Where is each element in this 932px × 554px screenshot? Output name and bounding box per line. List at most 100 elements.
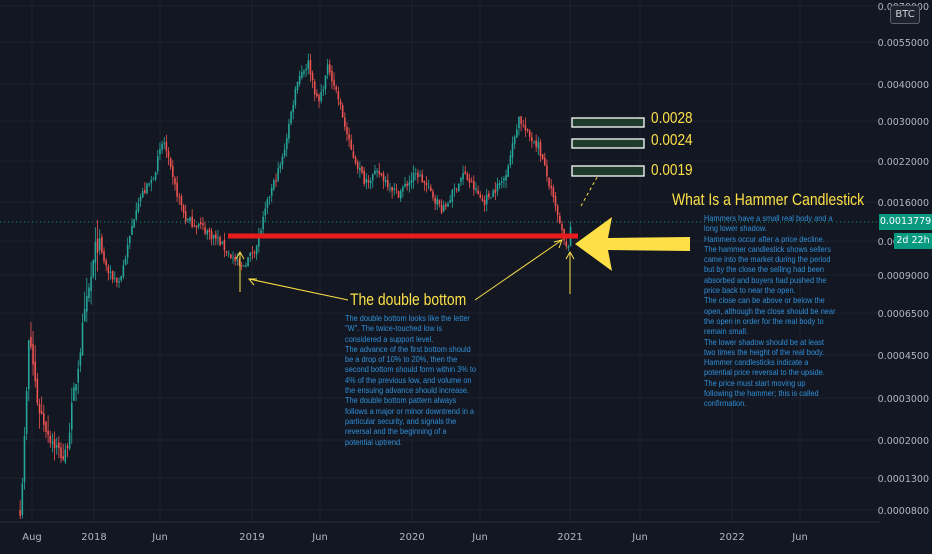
candle-body (30, 336, 32, 348)
candle-body (391, 186, 393, 192)
candle-body (68, 432, 71, 449)
candle-body (176, 182, 178, 197)
y-tick-label: 0.0003000 (878, 394, 929, 405)
candle-body (79, 352, 82, 366)
candle-body (399, 190, 402, 200)
candle-body (479, 194, 482, 198)
candle-body (406, 183, 408, 186)
candle-body (141, 191, 144, 198)
candle-body (503, 178, 505, 181)
candle-body (528, 130, 531, 137)
candle-body (131, 225, 133, 235)
candle-body (227, 252, 230, 254)
candle-body (27, 340, 30, 390)
candle-body (303, 70, 305, 74)
drawings (228, 117, 690, 301)
candle-body (397, 191, 400, 198)
candle-body (440, 204, 443, 213)
candle-body (500, 181, 503, 184)
candle-body (462, 173, 464, 180)
candle-body (268, 196, 271, 198)
candle-body (296, 81, 299, 91)
candle-body (122, 265, 125, 277)
candle-body (38, 403, 41, 413)
candle-body (273, 180, 275, 190)
candle-body (51, 441, 54, 444)
candle-body (49, 435, 52, 443)
candle-body (427, 185, 430, 187)
candle-body (258, 234, 260, 247)
candle-body (554, 196, 557, 206)
candle-body (208, 229, 211, 233)
candle-body (380, 173, 383, 176)
candle-body (204, 226, 206, 234)
candle-body (96, 238, 99, 253)
y-tick-label: 0.0016000 (878, 198, 929, 209)
candle-body (526, 128, 529, 131)
candle-body (494, 189, 497, 193)
candle-body (40, 411, 43, 414)
candle-body (277, 168, 279, 181)
candle-body (107, 266, 110, 274)
candle-body (305, 68, 307, 71)
candle-body (419, 175, 421, 177)
candle-body (421, 174, 424, 183)
candle-body (324, 75, 327, 90)
candle-body (75, 384, 77, 391)
candle-body (307, 60, 310, 69)
candle-body (253, 251, 256, 253)
candle-body (301, 72, 303, 78)
candle-body (92, 260, 95, 277)
double-bottom-text: The double bottom looks like the letter … (345, 313, 477, 447)
candle-body (206, 230, 209, 235)
candle-body (470, 181, 473, 183)
candle-body (236, 259, 239, 261)
candle-body (197, 223, 200, 227)
candle-body (180, 196, 183, 206)
candle-body (187, 219, 189, 221)
x-tick-label: Jun (631, 532, 648, 543)
candle-body (369, 180, 372, 184)
candle-body (414, 172, 417, 174)
candle-body (193, 225, 196, 226)
x-tick-label: Jun (311, 532, 328, 543)
y-tick-label: 0.0009000 (878, 271, 929, 282)
candle-body (490, 197, 492, 199)
candle-body (333, 80, 335, 86)
candle-body (341, 105, 344, 118)
candle-body (238, 258, 241, 266)
candle-body (292, 104, 295, 113)
candle-body (182, 205, 185, 214)
time-axis[interactable]: Aug 2018 Jun 2019 Jun 2020 Jun 2021 Jun 2022 Jun (0, 521, 880, 543)
candle-body (402, 187, 404, 192)
candle-body (234, 256, 236, 262)
candle-body (113, 278, 116, 279)
y-tick-label: 0.0006500 (878, 309, 929, 320)
candle-body (120, 276, 123, 281)
candle-body (445, 204, 447, 207)
candle-body (103, 251, 105, 262)
candle-body (389, 188, 391, 189)
candle-body (466, 173, 469, 180)
candle-body (242, 265, 245, 267)
candle-body (137, 203, 140, 212)
target-box-3 (571, 165, 645, 177)
candle-body (449, 200, 451, 203)
candle-body (498, 183, 501, 186)
x-tick-label: 2018 (81, 532, 106, 543)
candle-body (101, 237, 103, 253)
candle-body (290, 111, 292, 124)
symbol-badge[interactable]: BTC (890, 5, 920, 24)
candle-body (55, 445, 58, 448)
candle-body (505, 175, 507, 181)
candle-body (215, 234, 217, 239)
candle-body (492, 190, 494, 198)
candle-body (468, 178, 471, 183)
y-tick-label: 0.0040000 (878, 80, 929, 91)
hammer-title: What Is a Hammer Candlestick (672, 190, 865, 209)
y-tick-label: 0.0001300 (878, 474, 929, 485)
hammer-arrow (575, 217, 690, 271)
candle-body (58, 442, 60, 448)
